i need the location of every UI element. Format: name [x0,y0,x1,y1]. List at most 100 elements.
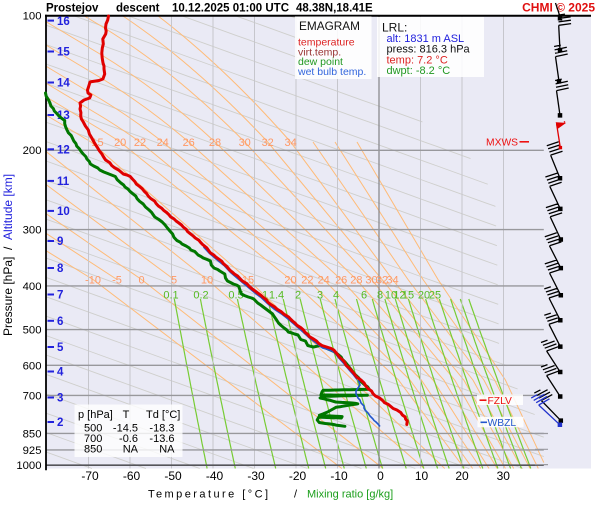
svg-text:CHMI © 2025: CHMI © 2025 [522,1,595,15]
svg-text:-18.3: -18.3 [149,422,174,434]
svg-text:descent: descent [116,3,160,15]
svg-text:48.38N,18.41E: 48.38N,18.41E [296,3,373,15]
svg-text:6: 6 [361,290,367,302]
svg-text:20: 20 [284,275,296,287]
svg-text:5: 5 [57,342,64,354]
svg-text:28: 28 [209,137,221,149]
svg-text:850: 850 [84,443,102,455]
svg-text:0.1: 0.1 [163,290,178,302]
svg-text:20: 20 [418,290,430,302]
svg-text:NA: NA [123,443,139,455]
svg-text:LRL:: LRL: [382,20,407,34]
svg-text:34: 34 [284,137,296,149]
svg-text:26: 26 [335,275,347,287]
svg-text:400: 400 [23,281,42,293]
svg-text:3: 3 [57,393,63,405]
svg-text:alt: 1831 m ASL: alt: 1831 m ASL [387,33,465,45]
svg-text:32: 32 [262,137,274,149]
svg-text:1: 1 [262,290,268,302]
svg-text:30: 30 [497,469,511,483]
svg-text:virt.temp.: virt.temp. [298,46,341,58]
svg-text:7: 7 [57,290,63,302]
svg-text:500: 500 [84,422,102,434]
svg-text:4: 4 [57,367,64,379]
svg-text:22: 22 [301,275,313,287]
svg-text:MXWS: MXWS [486,138,518,149]
svg-text:850: 850 [23,428,42,440]
svg-text:10: 10 [201,275,213,287]
svg-text:32: 32 [376,275,388,287]
svg-text:-20: -20 [289,469,307,483]
svg-text:10: 10 [385,290,397,302]
svg-text:24: 24 [157,137,169,149]
svg-text:-13.6: -13.6 [149,433,174,445]
svg-text:600: 600 [23,360,42,372]
svg-text:10: 10 [57,206,70,218]
svg-text:700: 700 [23,390,42,402]
svg-text:4: 4 [333,290,339,302]
svg-text:15: 15 [402,290,414,302]
svg-text:FZLV: FZLV [488,396,513,407]
svg-text:press: 816.3 hPa: press: 816.3 hPa [387,44,471,56]
svg-text:-70: -70 [81,469,99,483]
svg-text:temperature: temperature [298,37,355,49]
svg-text:1.4: 1.4 [269,290,284,302]
svg-text:11: 11 [57,176,70,188]
svg-text:6: 6 [57,316,63,328]
svg-text:Td [°C]: Td [°C] [146,409,180,421]
svg-text:13: 13 [57,110,70,122]
svg-text:dwpt: -8.2 °C: dwpt: -8.2 °C [387,65,451,77]
svg-text:WBZL: WBZL [488,418,517,429]
svg-text:-14.5: -14.5 [113,422,138,434]
svg-text:10.12.2025 01:00 UTC: 10.12.2025 01:00 UTC [172,3,289,15]
svg-text:-50: -50 [164,469,182,483]
svg-text:-10: -10 [85,275,101,287]
svg-text:22: 22 [134,137,146,149]
svg-text:10: 10 [415,469,429,483]
svg-text:100: 100 [23,10,42,22]
svg-text:30: 30 [239,137,251,149]
svg-text:/: / [294,489,298,501]
svg-text:-30: -30 [247,469,265,483]
svg-text:-60: -60 [123,469,141,483]
svg-text:9: 9 [57,236,63,248]
svg-text:20: 20 [114,137,126,149]
svg-text:15: 15 [57,47,70,59]
svg-text:8: 8 [57,263,64,275]
svg-text:dew point: dew point [298,56,343,68]
svg-text:20: 20 [455,469,469,483]
svg-text:EMAGRAM: EMAGRAM [299,19,360,33]
svg-text:24: 24 [318,275,330,287]
svg-text:1000: 1000 [16,460,41,472]
svg-text:-5: -5 [112,275,122,287]
svg-text:30: 30 [365,275,377,287]
svg-text:Prostejov: Prostejov [46,3,99,15]
svg-text:5: 5 [171,275,177,287]
svg-text:wet bulb temp.: wet bulb temp. [297,66,366,78]
svg-text:14: 14 [57,78,70,90]
svg-text:34: 34 [386,275,398,287]
svg-text:925: 925 [23,445,42,457]
svg-text:16: 16 [57,16,70,28]
svg-text:-10: -10 [330,469,348,483]
svg-text:-0.6: -0.6 [119,433,138,445]
svg-text:T: T [123,409,130,421]
svg-text:Temperature [°C]: Temperature [°C] [148,489,270,501]
svg-text:Pressure [hPa] / Altitude [k: Pressure [hPa] / Altitude [km] [1,174,15,336]
svg-text:temp: 7.2 °C: temp: 7.2 °C [387,54,448,66]
svg-text:2: 2 [57,417,63,429]
svg-text:8: 8 [377,290,383,302]
svg-text:NA: NA [159,443,175,455]
svg-text:700: 700 [84,433,102,445]
svg-text:12: 12 [57,145,70,157]
svg-text:300: 300 [23,225,42,237]
svg-text:-40: -40 [206,469,224,483]
svg-text:200: 200 [23,145,42,157]
svg-text:2: 2 [295,290,301,302]
svg-text:Mixing ratio [g/kg]: Mixing ratio [g/kg] [307,489,393,501]
svg-text:28: 28 [350,275,362,287]
svg-text:p [hPa]: p [hPa] [78,409,113,421]
svg-text:25: 25 [429,290,441,302]
svg-text:0.2: 0.2 [193,290,208,302]
svg-text:500: 500 [23,325,42,337]
